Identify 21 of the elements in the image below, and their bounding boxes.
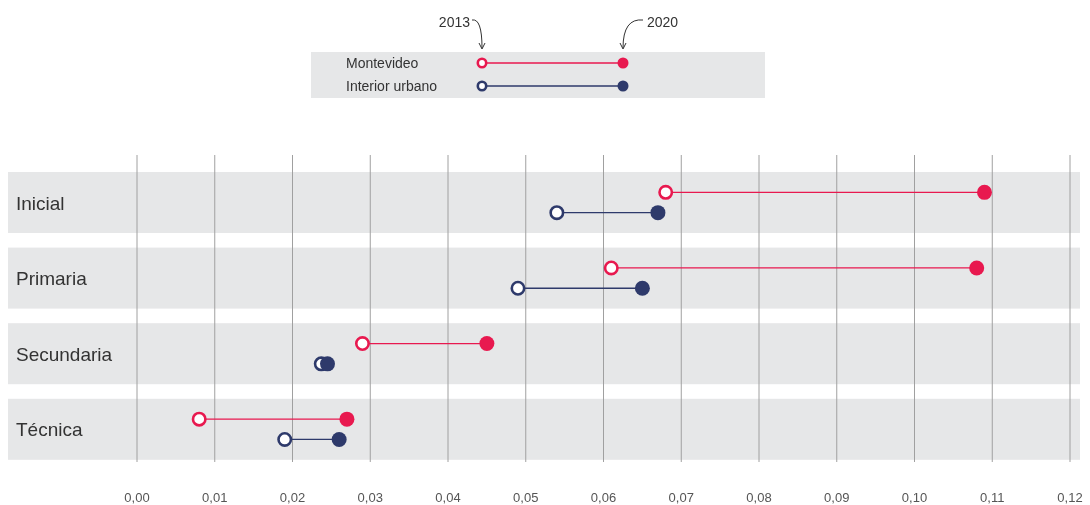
x-tick-label: 0,03 bbox=[357, 490, 383, 505]
y-tick-label: Técnica bbox=[16, 419, 83, 441]
x-tick-label: 0,11 bbox=[980, 490, 1005, 505]
y-tick-label: Primaria bbox=[16, 268, 88, 290]
x-tick-label: 0,08 bbox=[746, 490, 772, 505]
y-tick-label: Inicial bbox=[16, 192, 65, 214]
x-tick-label: 0,00 bbox=[124, 490, 150, 505]
x-tick-label: 0,04 bbox=[435, 490, 461, 505]
text: 2013 bbox=[438, 14, 471, 30]
x-tick-label: 0,07 bbox=[668, 490, 694, 505]
y-tick-label: Secundaria bbox=[16, 343, 113, 365]
x-tick-label: 0,09 bbox=[824, 490, 850, 505]
x-tick-label: 0,12 bbox=[1057, 490, 1083, 505]
x-tick-label: 0,02 bbox=[279, 490, 306, 505]
x-tick-label: 0,01 bbox=[202, 490, 228, 505]
x-tick-label: 0,10 bbox=[901, 490, 928, 505]
text: Interior urbano bbox=[346, 78, 438, 94]
text: Montevideo bbox=[346, 55, 419, 71]
x-tick-label: 0,06 bbox=[590, 490, 617, 505]
x-tick-label: 0,05 bbox=[513, 490, 539, 505]
text: 2020 bbox=[647, 14, 679, 30]
